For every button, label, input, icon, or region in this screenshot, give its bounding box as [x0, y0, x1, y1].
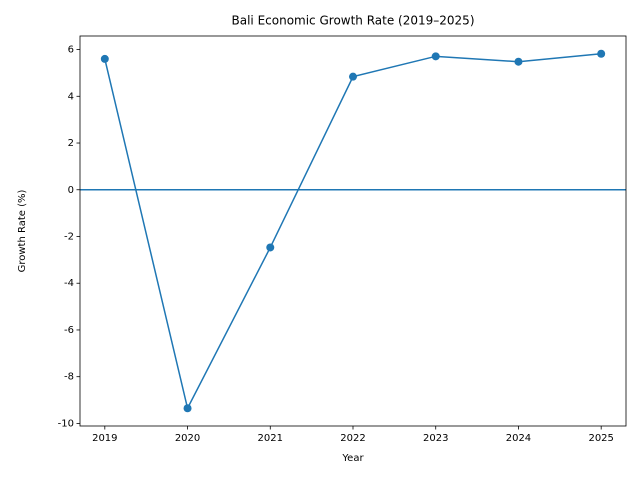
- x-tick-label: 2022: [340, 433, 365, 444]
- x-tick-label: 2024: [506, 433, 531, 444]
- chart-title: Bali Economic Growth Rate (2019–2025): [232, 14, 475, 28]
- y-tick-label: 6: [68, 45, 74, 56]
- y-axis-label: Growth Rate (%): [17, 190, 28, 273]
- y-tick-label: 4: [68, 91, 74, 102]
- data-point: [266, 243, 275, 252]
- data-point: [100, 54, 109, 63]
- y-tick-label: -8: [64, 372, 74, 383]
- data-line: [104, 53, 602, 411]
- x-tick-label: 2020: [175, 433, 200, 444]
- y-tick-label: -4: [64, 278, 74, 289]
- data-point: [183, 404, 192, 413]
- data-point: [514, 57, 523, 66]
- axes-frame: [79, 35, 627, 427]
- y-tick-label: -6: [64, 325, 74, 336]
- x-tick-label: 2019: [92, 433, 117, 444]
- y-tick-label: 0: [68, 185, 74, 196]
- data-point: [349, 72, 357, 81]
- x-tick-label: 2023: [423, 433, 448, 444]
- x-tick-label: 2025: [588, 433, 613, 444]
- x-axis-label: Year: [341, 453, 364, 464]
- data-point: [431, 52, 440, 61]
- y-tick-label: -10: [58, 418, 74, 429]
- y-tick-label: 2: [68, 138, 74, 149]
- y-tick-label: -2: [64, 231, 74, 242]
- data-point: [597, 49, 606, 58]
- x-tick-label: 2021: [258, 433, 283, 444]
